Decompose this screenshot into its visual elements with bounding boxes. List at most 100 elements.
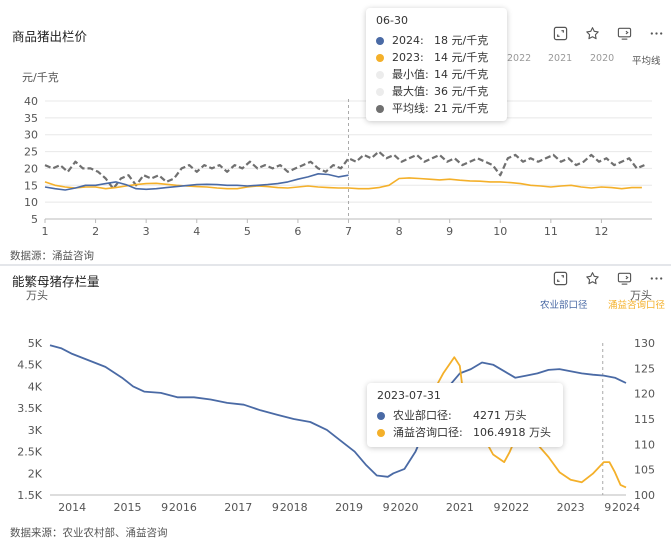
- share-button[interactable]: [615, 269, 633, 287]
- series-line-2024: [44, 173, 349, 191]
- x-tick-label: 2020: [390, 501, 418, 514]
- x-tick-label: 9: [383, 501, 390, 514]
- legend-dot-icon: [376, 36, 384, 45]
- price-tooltip-row: 最大值: 36 元/千克: [376, 83, 497, 100]
- legend-dot-icon: [376, 70, 384, 79]
- x-tick-label: 2019: [335, 501, 363, 514]
- price-tooltip-value: 14 元/千克: [434, 51, 489, 64]
- y-right-tick-label: 125: [634, 362, 655, 375]
- y-right-tick-label: 130: [634, 337, 655, 350]
- sow-inventory-panel: 能繁母猪存栏量 农业部口径 涌益咨询口径 万头 万头 1.5K 2K 2.5K 3K 3…: [0, 266, 671, 545]
- sow-tooltip: 2023-07-31 农业部口径: 4271 万头 涌益咨询口径: 106.4918 …: [367, 383, 563, 447]
- sow-chart-plot: 1.5K 2K 2.5K 3K 3.5K 4K 4.5K 5K 100 105 110 115 120 1…: [17, 337, 655, 514]
- year-tab-2021[interactable]: 2021: [548, 53, 573, 64]
- expand-icon: [553, 26, 567, 40]
- y-tick-label: 25: [24, 146, 38, 159]
- price-chart-source: 数据源：涌益咨询: [10, 250, 94, 262]
- price-chart-toolbar: [551, 24, 665, 42]
- y-left-tick-label: 4K: [28, 380, 43, 393]
- y-left-tick-label: 4.5K: [17, 359, 42, 372]
- x-tick-label: 5: [244, 225, 251, 238]
- sow-tooltip-date: 2023-07-31: [377, 389, 441, 402]
- price-tooltip-row: 平均线: 21 元/千克: [376, 100, 497, 117]
- x-tick-label: 9: [161, 501, 168, 514]
- x-tick-label: 9: [604, 501, 611, 514]
- y-right-tick-label: 100: [634, 489, 655, 502]
- legend-dot-icon: [376, 104, 384, 113]
- screen-share-icon: [617, 272, 631, 285]
- x-tick-label: 2014: [58, 501, 86, 514]
- price-tooltip-value: 21 元/千克: [434, 102, 489, 115]
- legend-yongyi[interactable]: 涌益咨询口径: [608, 300, 666, 311]
- more-dots-icon: [650, 31, 662, 35]
- sow-chart-title: 能繁母猪存栏量: [12, 274, 100, 289]
- sow-chart-toolbar: [551, 269, 665, 287]
- sow-chart-source: 数据来源：农业农村部、涌益咨询: [10, 527, 168, 539]
- y-right-tick-label: 120: [634, 388, 655, 401]
- y-left-tick-label: 2.5K: [17, 446, 42, 459]
- legend-dot-icon: [376, 87, 384, 96]
- series-line-农业部口径: [49, 344, 627, 478]
- sow-tooltip-label: 农业部口径:: [393, 409, 452, 422]
- y-tick-label: 30: [24, 129, 38, 142]
- price-tooltip-row: 2023: 14 元/千克: [376, 49, 497, 66]
- y-tick-label: 40: [24, 95, 38, 108]
- more-button[interactable]: [647, 24, 665, 42]
- sow-tooltip-value: 106.4918 万头: [473, 426, 551, 439]
- price-tooltip-value: 36 元/千克: [434, 85, 489, 98]
- x-tick-label: 11: [544, 225, 558, 238]
- legend-moa[interactable]: 农业部口径: [540, 300, 588, 311]
- x-tick-label: 3: [143, 225, 150, 238]
- x-tick-label: 4: [193, 225, 200, 238]
- price-tooltip-label: 2023:: [392, 51, 424, 64]
- x-tick-label: 2023: [557, 501, 585, 514]
- x-tick-label: 6: [294, 225, 301, 238]
- sow-tooltip-value: 4271 万头: [473, 409, 527, 422]
- year-tab-2022[interactable]: 2022: [507, 53, 532, 64]
- series-line-平均线: [44, 150, 645, 190]
- y-left-tick-label: 3.5K: [17, 402, 42, 415]
- x-tick-label: 12: [594, 225, 608, 238]
- price-tooltip-value: 18 元/千克: [434, 34, 489, 47]
- y-left-tick-label: 2K: [28, 467, 43, 480]
- x-tick-label: 2016: [169, 501, 197, 514]
- y-right-tick-label: 105: [634, 464, 655, 477]
- more-dots-icon: [650, 276, 662, 280]
- y-right-tick-label: 110: [634, 438, 655, 451]
- price-tooltip-label: 最小值:: [392, 68, 429, 81]
- expand-button[interactable]: [551, 269, 569, 287]
- x-tick-label: 2018: [280, 501, 308, 514]
- share-button[interactable]: [615, 24, 633, 42]
- y-tick-label: 20: [24, 162, 38, 175]
- year-tab-average[interactable]: 平均线: [632, 56, 661, 67]
- y-tick-label: 15: [24, 179, 38, 192]
- price-y-unit: 元/千克: [22, 71, 59, 84]
- price-tooltip-label: 2024:: [392, 34, 424, 47]
- price-tooltip-date: 06-30: [376, 14, 408, 27]
- x-tick-label: 2015: [114, 501, 142, 514]
- expand-button[interactable]: [551, 24, 569, 42]
- sow-tooltip-label: 涌益咨询口径:: [393, 426, 463, 439]
- series-line-2023: [44, 177, 642, 190]
- year-tab-2020[interactable]: 2020: [590, 53, 615, 64]
- y-tick-label: 35: [24, 112, 38, 125]
- sow-y-unit-left: 万头: [26, 289, 48, 302]
- more-button[interactable]: [647, 269, 665, 287]
- x-tick-label: 1: [42, 225, 49, 238]
- legend-dot-icon: [377, 411, 385, 420]
- favorite-button[interactable]: [583, 269, 601, 287]
- x-tick-label: 8: [396, 225, 403, 238]
- x-tick-label: 2022: [501, 501, 529, 514]
- favorite-button[interactable]: [583, 24, 601, 42]
- x-tick-label: 2017: [224, 501, 252, 514]
- price-chart-panel: 商品猪出栏价 2022 2021 2020 平均线 元/千克 5 10 15 20 25…: [0, 0, 671, 266]
- y-left-tick-label: 1.5K: [17, 489, 42, 502]
- sow-y-unit-right: 万头: [630, 289, 652, 302]
- y-right-tick-label: 115: [634, 413, 655, 426]
- price-tooltip-label: 最大值:: [392, 85, 429, 98]
- price-tooltip-row: 2024: 18 元/千克: [376, 32, 497, 49]
- price-tooltip: 06-30 2024: 18 元/千克 2023: 14 元/千克 最小值: 14 元/千…: [366, 8, 507, 121]
- x-tick-label: 9: [446, 225, 453, 238]
- x-tick-label: 10: [493, 225, 507, 238]
